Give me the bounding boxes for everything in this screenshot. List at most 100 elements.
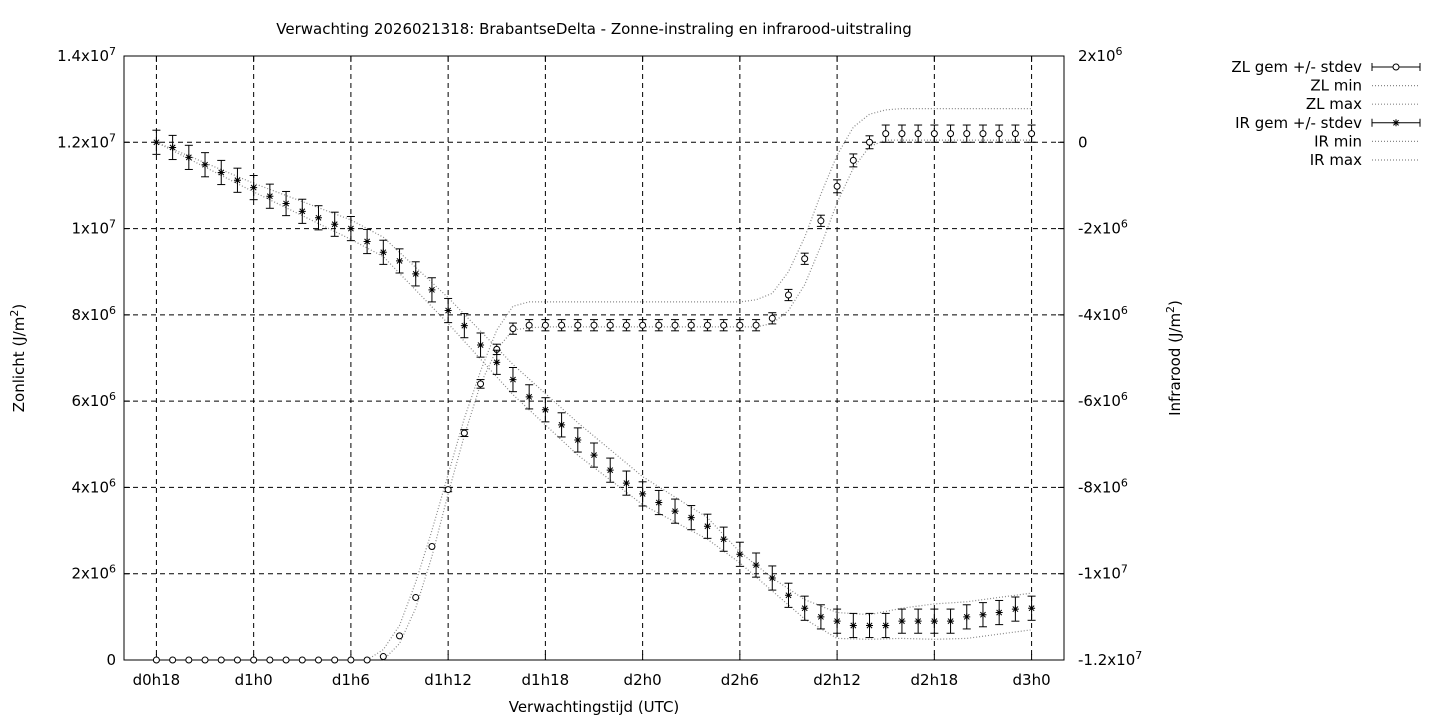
ir-mean-point [282, 190, 291, 217]
zl-mean-marker [801, 255, 809, 263]
ir-mean-marker [460, 322, 468, 330]
zl-mean-marker [185, 656, 193, 664]
ir-min-line [156, 141, 1032, 640]
zl-mean-marker [233, 656, 241, 664]
ir-mean-point [476, 332, 485, 358]
ir-mean-marker [995, 609, 1003, 617]
zl-mean-point [1011, 124, 1020, 143]
zl-mean-marker [947, 130, 955, 138]
zl-mean-point [331, 656, 339, 664]
zl-mean-marker [590, 321, 598, 329]
zl-mean-point [703, 319, 712, 332]
ir-mean-marker [574, 436, 582, 444]
zl-mean-point [897, 124, 906, 143]
ir-mean-marker [347, 225, 355, 233]
zl-mean-marker [558, 321, 566, 329]
ir-mean-marker [768, 574, 776, 582]
ir-mean-point [995, 599, 1004, 626]
ir-mean-point [687, 505, 696, 531]
zl-mean-point [768, 312, 777, 325]
legend-item: IR min [1314, 132, 1420, 150]
ir-mean-marker [412, 270, 420, 278]
zl-mean-point [930, 124, 939, 143]
legend-label: IR gem +/- stdev [1235, 114, 1362, 132]
zl-mean-marker [1011, 130, 1019, 138]
ir-mean-point [492, 349, 501, 375]
zl-mean-point [622, 319, 631, 332]
y-axis-label-left-close: ) [10, 304, 28, 310]
ir-mean-point [184, 144, 193, 170]
zl-mean-point [557, 319, 566, 332]
zl-mean-point [169, 656, 177, 664]
legend-item: IR max [1310, 151, 1420, 169]
zl-mean-point [946, 124, 955, 143]
x-tick-label: d2h0 [624, 671, 662, 689]
ir-mean-point [881, 612, 890, 639]
ir-mean-marker [379, 248, 387, 256]
ir-mean-point [265, 183, 274, 209]
ir-mean-point [897, 608, 906, 634]
ir-mean-point [444, 297, 453, 324]
ir-mean-marker [396, 257, 404, 265]
ir-mean-point [784, 582, 793, 608]
zl-mean-marker [201, 656, 209, 664]
zl-mean-marker [703, 321, 711, 329]
zl-mean-point [590, 319, 598, 332]
y-left-tick-label: 4x106 [71, 476, 116, 496]
y-left-tick-label: 1.4x107 [57, 45, 116, 65]
zl-mean-point [444, 486, 453, 494]
legend-item: IR gem +/- stdev [1235, 114, 1421, 132]
zl-mean-marker [963, 130, 971, 138]
ir-mean-point [249, 175, 258, 201]
ir-mean-point [557, 412, 566, 438]
zl-mean-marker [833, 182, 841, 190]
ir-mean-point [800, 595, 809, 621]
zl-mean-marker [282, 656, 290, 664]
zl-mean-marker [363, 656, 371, 664]
ir-mean-point [816, 604, 825, 630]
y-axis-label-right-sup: 2 [1164, 306, 1177, 313]
zl-mean-point [282, 656, 290, 664]
ir-mean-marker [639, 490, 647, 498]
y-right-tick-label: 0 [1078, 133, 1088, 151]
ir-mean-point [1027, 595, 1036, 621]
ir-mean-point [152, 129, 161, 155]
y-right-tick-label: 2x106 [1078, 45, 1123, 65]
ir-mean-point [346, 215, 355, 242]
zl-mean-point [185, 656, 193, 664]
plot-frame [123, 55, 1065, 661]
ir-mean-marker [720, 535, 728, 543]
zl-mean-marker [250, 656, 258, 664]
y-right-tick-label: -8x106 [1078, 476, 1128, 496]
zl-mean-marker [428, 543, 436, 551]
ir-mean-point [363, 228, 372, 255]
ir-mean-point [330, 211, 339, 237]
ir-mean-point [978, 602, 987, 628]
zl-mean-marker [347, 656, 355, 664]
ir-mean-series [152, 129, 1036, 639]
ir-mean-point [752, 552, 761, 578]
ir-min-series [156, 141, 1032, 640]
zl-mean-marker [622, 321, 630, 329]
ir-mean-marker [541, 406, 549, 414]
y-left-tick-label: 2x106 [71, 563, 116, 583]
legend-label: ZL gem +/- stdev [1231, 58, 1362, 76]
ir-mean-marker [687, 514, 695, 522]
ir-mean-point [298, 198, 307, 224]
zl-mean-marker [930, 130, 938, 138]
x-tick-label: d1h6 [332, 671, 370, 689]
ir-mean-point [525, 384, 534, 410]
zl-mean-marker [720, 321, 728, 329]
zl-mean-marker [509, 325, 517, 333]
zl-mean-marker [169, 656, 177, 664]
zl-mean-series [152, 124, 1036, 664]
ir-mean-marker [849, 621, 857, 629]
ir-mean-marker [525, 393, 533, 401]
ir-mean-marker [185, 153, 193, 161]
y-axis-label-left: Zonlicht (J/m2) [8, 304, 28, 413]
zl-mean-point [978, 124, 987, 143]
ir-mean-point [1011, 596, 1020, 622]
zl-mean-marker [525, 321, 533, 329]
